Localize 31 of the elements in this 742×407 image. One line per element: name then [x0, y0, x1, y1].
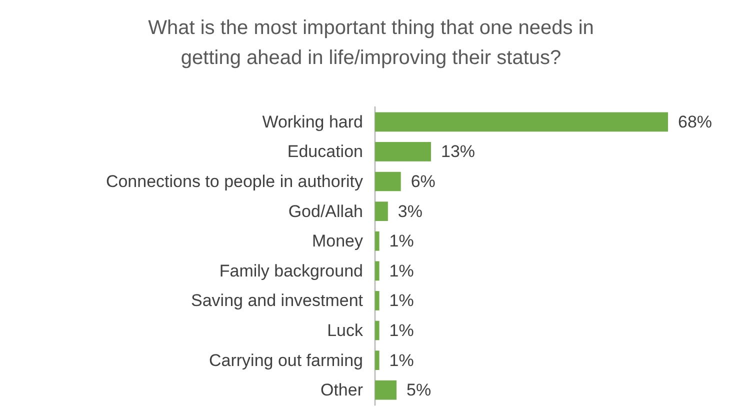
bar [375, 291, 380, 310]
data-label: 6% [410, 172, 436, 191]
bar [375, 380, 397, 400]
bar [375, 261, 380, 281]
y-tick-label: God/Allah [288, 202, 363, 221]
y-tick-label: Money [312, 232, 364, 251]
y-tick-label: Carrying out farming [208, 350, 363, 370]
data-label: 1% [389, 261, 414, 280]
y-tick-label: Other [320, 380, 364, 400]
bar [375, 142, 432, 162]
bar [375, 350, 380, 370]
bar [375, 231, 380, 251]
data-label: 1% [389, 321, 414, 340]
data-label: 3% [398, 202, 423, 221]
bar [375, 202, 388, 221]
y-tick-label: Working hard [262, 112, 363, 132]
y-tick-label: Saving and investment [191, 291, 364, 310]
data-label: 5% [406, 380, 432, 400]
data-label: 68% [678, 112, 712, 132]
data-label: 13% [441, 142, 476, 162]
bar [375, 172, 401, 192]
y-tick-label: Luck [327, 321, 364, 340]
y-tick-label: Education [287, 142, 363, 162]
bar [375, 112, 668, 132]
data-label: 1% [389, 232, 414, 251]
y-tick-label: Family background [219, 261, 363, 280]
chart-title: What is the most important thing that one needs in getting ahead in life/improving their status? [148, 17, 594, 69]
data-label: 1% [389, 291, 414, 310]
bar [375, 320, 380, 340]
y-tick-label: Connections to people in authority [106, 172, 364, 191]
data-label: 1% [389, 350, 414, 370]
